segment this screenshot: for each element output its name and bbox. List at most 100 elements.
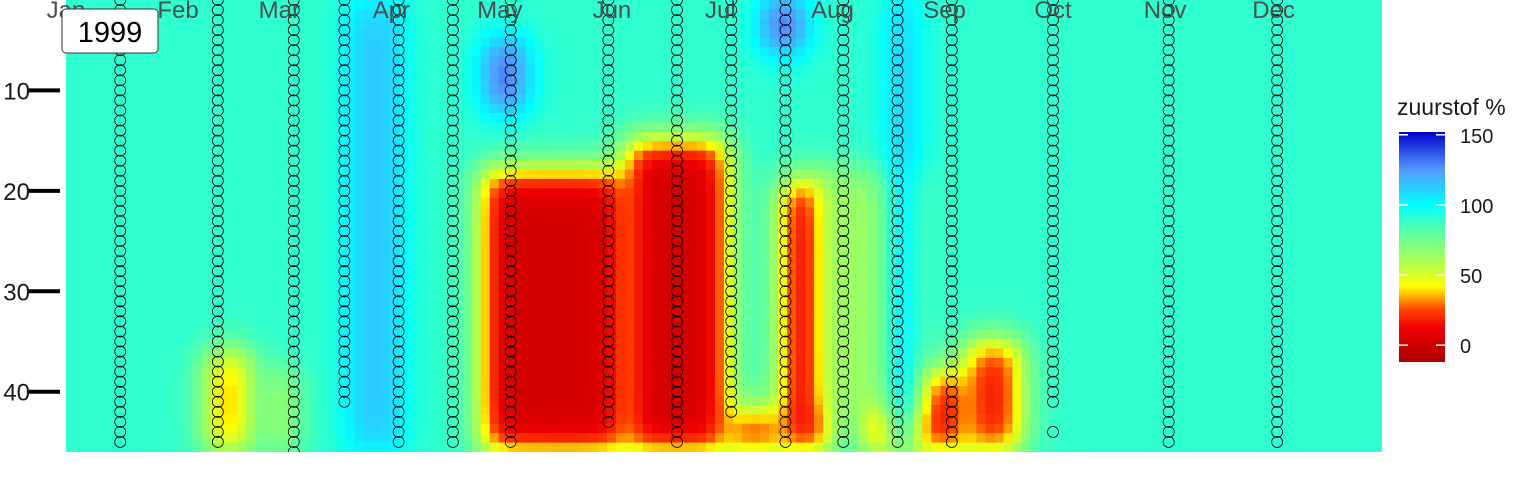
heatmap-cell: [534, 37, 545, 48]
heatmap-cell: [399, 404, 410, 415]
heatmap-cell: [886, 339, 896, 350]
heatmap-cell: [877, 291, 887, 302]
heatmap-cell: [336, 226, 347, 237]
heatmap-cell: [832, 395, 842, 406]
heatmap-cell: [940, 84, 950, 95]
heatmap-cell: [381, 197, 392, 208]
heatmap-cell: [471, 131, 482, 142]
heatmap-cell: [309, 348, 319, 359]
heatmap-cell: [318, 207, 328, 218]
heatmap-cell: [192, 320, 202, 331]
heatmap-cell: [111, 339, 121, 350]
heatmap-cell: [372, 357, 383, 368]
heatmap-cell: [417, 320, 428, 331]
heatmap-cell: [922, 150, 932, 161]
heatmap-cell: [543, 329, 554, 340]
heatmap-cell: [597, 188, 608, 199]
heatmap-cell: [255, 18, 265, 29]
heatmap-cell: [805, 47, 815, 58]
heatmap-cell: [832, 0, 842, 11]
heatmap-cell: [904, 244, 914, 255]
heatmap-cell: [958, 160, 968, 171]
heatmap-cell: [859, 433, 869, 444]
heatmap-cell: [796, 131, 806, 142]
heatmap-cell: [696, 188, 707, 199]
heatmap-cell: [327, 348, 338, 359]
heatmap-cell: [985, 122, 996, 133]
heatmap-cell: [778, 47, 788, 58]
heatmap-cell: [588, 320, 599, 331]
heatmap-cell: [525, 433, 536, 444]
heatmap-cell: [823, 348, 833, 359]
heatmap-cell: [336, 404, 347, 415]
heatmap-cell: [372, 9, 383, 20]
heatmap-cell: [426, 122, 437, 133]
heatmap-cell: [129, 376, 139, 387]
heatmap-cell: [336, 37, 347, 48]
heatmap-cell: [417, 339, 428, 350]
heatmap-cell: [985, 376, 996, 387]
heatmap-cell: [93, 178, 103, 189]
heatmap-cell: [570, 65, 581, 76]
heatmap-cell: [516, 103, 527, 114]
heatmap-cell: [615, 254, 626, 265]
heatmap-cell: [273, 367, 283, 378]
heatmap-cell: [579, 226, 590, 237]
heatmap-cell: [769, 226, 779, 237]
heatmap-cell: [552, 160, 563, 171]
heatmap-cell: [868, 160, 878, 171]
heatmap-cell: [93, 131, 103, 142]
heatmap-cell: [967, 282, 977, 293]
heatmap-cell: [84, 244, 94, 255]
heatmap-cell: [129, 367, 139, 378]
heatmap-cell: [480, 404, 491, 415]
heatmap-cell: [390, 226, 401, 237]
heatmap-cell: [417, 150, 428, 161]
heatmap-cell: [642, 301, 653, 312]
heatmap-cell: [624, 103, 635, 114]
heatmap-cell: [669, 235, 680, 246]
heatmap-cell: [615, 56, 626, 67]
heatmap-cell: [705, 348, 716, 359]
heatmap-cell: [174, 94, 184, 105]
heatmap-cell: [84, 150, 94, 161]
heatmap-cell: [318, 84, 328, 95]
heatmap-cell: [309, 244, 319, 255]
heatmap-cell: [66, 150, 76, 161]
heatmap-cell: [760, 386, 770, 397]
heatmap-cell: [138, 65, 148, 76]
heatmap-cell: [309, 84, 319, 95]
heatmap-cell: [769, 37, 779, 48]
heatmap-cell: [300, 75, 310, 86]
heatmap-cell: [201, 56, 211, 67]
heatmap-cell: [714, 103, 725, 114]
heatmap-cell: [489, 235, 500, 246]
heatmap-cell: [489, 0, 500, 11]
heatmap-cell: [805, 216, 815, 227]
heatmap-cell: [300, 150, 310, 161]
heatmap-cell: [742, 291, 752, 302]
heatmap-cell: [651, 244, 662, 255]
heatmap-cell: [282, 320, 292, 331]
heatmap-cell: [579, 188, 590, 199]
heatmap-cell: [823, 376, 833, 387]
heatmap-cell: [345, 423, 356, 434]
heatmap-cell: [138, 414, 148, 425]
heatmap-cell: [390, 357, 401, 368]
heatmap-cell: [958, 169, 968, 180]
heatmap-cell: [147, 122, 157, 133]
heatmap-cell: [705, 263, 716, 274]
heatmap-cell: [534, 348, 545, 359]
heatmap-cell: [372, 386, 383, 397]
heatmap-cell: [444, 367, 455, 378]
heatmap-cell: [868, 9, 878, 20]
heatmap-cell: [976, 28, 986, 39]
heatmap-cell: [300, 216, 310, 227]
heatmap-cell: [841, 433, 851, 444]
heatmap-cell: [84, 207, 94, 218]
heatmap-cell: [733, 442, 743, 452]
heatmap-cell: [687, 273, 698, 284]
heatmap-cell: [760, 301, 770, 312]
heatmap-cell: [940, 329, 950, 340]
heatmap-cell: [642, 320, 653, 331]
